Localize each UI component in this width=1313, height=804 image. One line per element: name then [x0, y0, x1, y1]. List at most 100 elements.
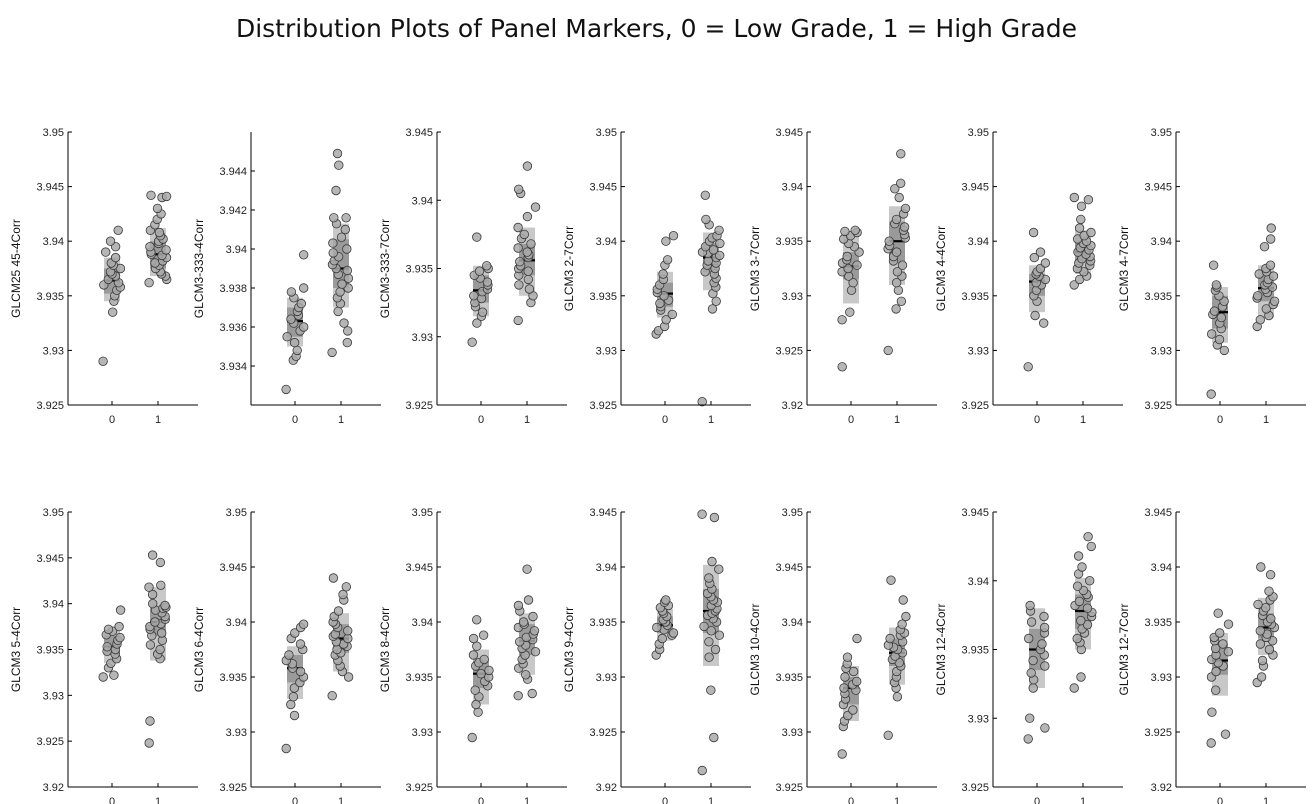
data-point	[1035, 247, 1046, 257]
data-point	[98, 356, 108, 367]
data-point	[282, 332, 292, 342]
data-point	[281, 743, 291, 754]
data-point	[150, 617, 160, 627]
subplot-5: 3.92 3.925 3.93 3.935 3.94 3.945 0 1 GLCM3 3-7Co…	[748, 127, 937, 426]
y-tick-label: 3.945	[405, 127, 433, 139]
data-point	[845, 307, 855, 317]
data-point	[472, 615, 482, 625]
data-point	[522, 564, 532, 574]
data-point	[1265, 260, 1276, 270]
y-tick-label: 3.942	[219, 205, 247, 217]
data-point	[1076, 214, 1086, 225]
data-point	[292, 345, 302, 356]
data-point	[343, 672, 354, 682]
data-point	[328, 238, 338, 248]
data-point	[1253, 599, 1263, 610]
y-tick-label: 3.925	[589, 727, 617, 739]
data-point	[160, 600, 170, 611]
data-point	[652, 622, 662, 633]
data-point	[528, 611, 538, 622]
y-tick-label: 3.95	[43, 507, 64, 519]
y-tick-label: 3.94	[782, 182, 803, 194]
subplot-7: 3.925 3.93 3.935 3.94 3.945 3.95 0 1 GLCM3 4-7Co…	[1117, 127, 1306, 426]
y-tick-label: 3.935	[775, 236, 803, 248]
y-tick-label: 3.925	[36, 400, 64, 412]
x-tick-label: 1	[155, 414, 161, 426]
data-point	[1220, 729, 1231, 739]
y-axis-label: GLCM3 6-4Corr	[192, 607, 206, 692]
data-point	[1266, 223, 1276, 233]
data-point	[515, 257, 525, 267]
data-point	[837, 315, 847, 325]
y-tick-label: 3.945	[1144, 507, 1172, 519]
data-point	[892, 267, 903, 277]
data-point	[842, 652, 853, 662]
data-point	[852, 633, 862, 644]
data-point	[658, 269, 668, 279]
data-point	[343, 626, 353, 636]
y-tick-label: 3.935	[405, 264, 433, 276]
data-point	[662, 255, 673, 265]
y-tick-label: 3.935	[1144, 291, 1172, 303]
data-point	[477, 307, 488, 317]
data-point	[145, 241, 155, 252]
y-tick-label: 3.95	[43, 127, 64, 139]
data-point	[146, 190, 156, 201]
y-tick-label: 3.94	[1151, 236, 1172, 248]
x-tick-label: 0	[662, 796, 668, 804]
data-point	[1028, 683, 1038, 693]
y-tick-label: 3.92	[596, 782, 617, 794]
data-point	[891, 247, 902, 257]
data-point	[1209, 306, 1220, 316]
y-tick-label: 3.95	[226, 507, 247, 519]
data-point	[147, 599, 158, 609]
data-point	[706, 626, 716, 636]
data-point	[529, 626, 540, 636]
y-axis-label: GLCM3 2-7Corr	[562, 226, 576, 311]
data-point	[1086, 227, 1096, 238]
data-point	[513, 691, 523, 701]
data-point	[339, 318, 349, 328]
y-tick-label: 3.95	[1151, 127, 1172, 139]
y-tick-label: 3.945	[589, 507, 617, 519]
data-point	[522, 211, 533, 222]
data-point	[295, 666, 306, 677]
y-tick-label: 3.945	[405, 562, 433, 574]
data-point	[328, 573, 339, 583]
data-point	[1025, 600, 1035, 611]
data-point	[707, 556, 717, 567]
data-point	[709, 512, 720, 523]
data-point	[523, 266, 533, 276]
data-point	[343, 273, 354, 284]
data-point	[527, 688, 537, 699]
data-point	[289, 710, 300, 721]
data-point	[288, 692, 299, 702]
data-point	[898, 595, 908, 605]
data-point	[1028, 655, 1038, 666]
y-tick-label: 3.945	[961, 182, 989, 194]
data-point	[848, 278, 858, 288]
data-point	[1216, 312, 1227, 323]
data-point	[661, 315, 671, 325]
data-point	[1037, 639, 1047, 649]
y-tick-label: 3.935	[961, 291, 989, 303]
y-tick-label: 3.925	[961, 400, 989, 412]
data-point	[1265, 234, 1276, 244]
data-point	[470, 685, 480, 695]
data-point	[296, 298, 307, 309]
data-point	[524, 284, 535, 294]
data-point	[482, 261, 492, 271]
data-point	[145, 640, 156, 650]
data-point	[1026, 668, 1036, 678]
y-tick-label: 3.94	[226, 244, 247, 256]
data-point	[1260, 603, 1271, 613]
data-point	[110, 252, 121, 263]
x-tick-label: 0	[292, 796, 298, 804]
data-point	[668, 628, 679, 638]
x-tick-label: 0	[478, 414, 484, 426]
y-tick-label: 3.93	[412, 727, 433, 739]
data-point	[523, 595, 534, 605]
y-tick-label: 3.94	[596, 562, 617, 574]
data-point	[1069, 280, 1079, 290]
data-point	[1076, 615, 1086, 626]
